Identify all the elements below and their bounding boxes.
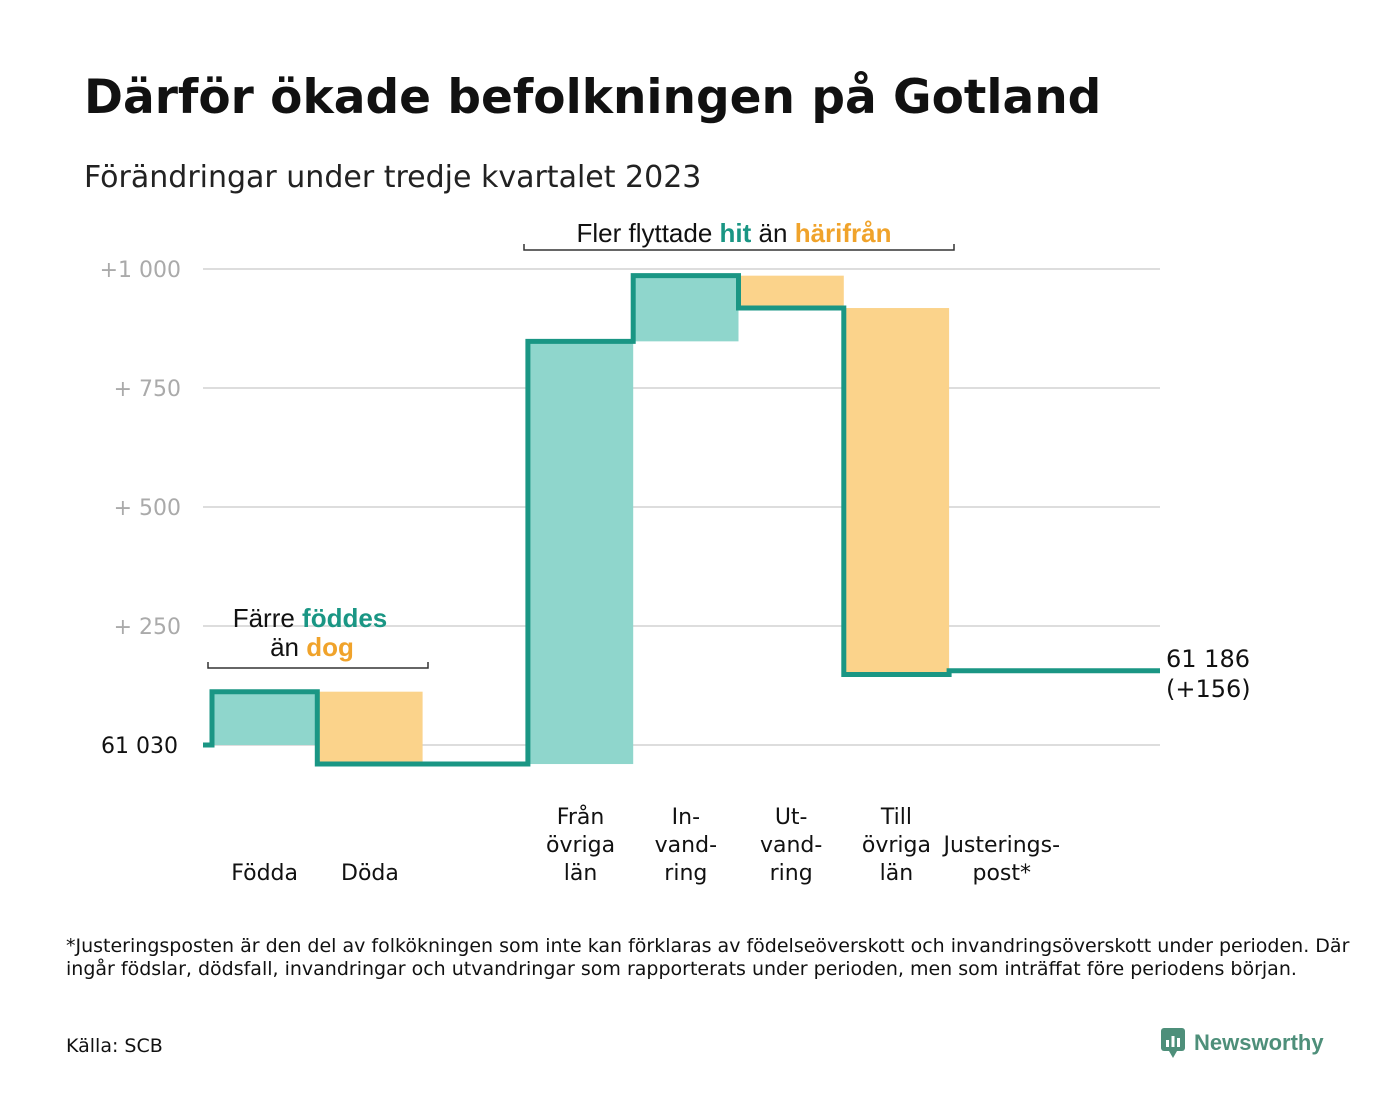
category-label-justeringspost: Justerings- <box>941 833 1060 858</box>
category-label-utvandring: vand- <box>760 833 822 858</box>
annotation-births-line1: Färre föddes <box>233 603 388 633</box>
category-label-invandring: vand- <box>655 833 717 858</box>
brand-logo: Newsworthy <box>1160 1027 1324 1059</box>
chart-title: Därför ökade befolkningen på Gotland <box>84 70 1102 125</box>
category-label-fran-ovriga-lan: Från <box>557 804 605 830</box>
annotation-births-line2: än dog <box>270 632 354 662</box>
bars <box>212 275 950 765</box>
annotation-migration-bracket <box>523 244 955 251</box>
annotation-births-bracket <box>207 662 429 669</box>
end-change-label: (+156) <box>1166 675 1251 703</box>
annotation-migration-highlight: hit <box>720 218 752 248</box>
y-tick-label: + 750 <box>114 377 181 402</box>
bar-till-ovriga-lan <box>843 308 950 675</box>
annotation-births-highlight: föddes <box>302 603 387 633</box>
category-label-utvandring: Ut- <box>775 805 808 830</box>
y-baseline-label: 61 030 <box>101 734 178 759</box>
category-label-fran-ovriga-lan: övriga <box>546 833 615 858</box>
y-tick-label: + 500 <box>114 496 181 521</box>
footnote: *Justeringsposten är den del av folkökni… <box>66 935 1350 980</box>
annotation-births-middle: än <box>270 632 306 662</box>
category-label-invandring: ring <box>664 861 707 886</box>
running-total-line-path <box>203 273 1160 767</box>
category-label-doda: Döda <box>341 861 399 886</box>
annotation-migration-prefix: Fler flyttade <box>576 218 719 248</box>
annotation-migration-middle: än <box>751 218 794 248</box>
y-tick-label: + 250 <box>114 615 181 640</box>
annotation-migration-highlight2: härifrån <box>795 218 892 248</box>
source-note: Källa: SCB <box>66 1035 163 1057</box>
bar-fran-ovriga-lan <box>527 341 634 765</box>
labels: 61 030 + 250 + 500 + 750 +1 000 Födda Döda Från… <box>100 258 1251 886</box>
waterfall-chart: 61 030 + 250 + 500 + 750 +1 000 Födda Döda Från… <box>100 218 1251 886</box>
annotation-births-prefix: Färre <box>233 603 302 633</box>
category-label-utvandring: ring <box>770 861 813 886</box>
y-tick-label: +1 000 <box>100 258 181 283</box>
category-label-fran-ovriga-lan: län <box>564 861 598 886</box>
category-label-fodda: Födda <box>231 861 298 886</box>
annotation-migration-text: Fler flyttade hit än härifrån <box>576 218 891 248</box>
annotation-births-highlight2: dog <box>306 632 354 662</box>
newsworthy-logo-icon <box>1161 1028 1185 1058</box>
running-total-line <box>203 273 1160 767</box>
chart-subtitle: Förändringar under tredje kvartalet 2023 <box>84 160 702 195</box>
end-value-label: 61 186 <box>1166 645 1250 673</box>
bar-fodda <box>212 691 318 745</box>
bar-invandring <box>633 275 739 342</box>
category-label-till-ovriga-lan: Till <box>880 805 912 830</box>
bar-doda <box>317 691 423 765</box>
bar-utvandring <box>738 275 844 309</box>
category-label-justeringspost: post* <box>972 861 1031 886</box>
category-label-till-ovriga-lan: län <box>880 861 914 886</box>
brand-name: Newsworthy <box>1194 1030 1324 1055</box>
category-label-till-ovriga-lan: övriga <box>862 833 931 858</box>
category-label-invandring: In- <box>672 805 700 830</box>
